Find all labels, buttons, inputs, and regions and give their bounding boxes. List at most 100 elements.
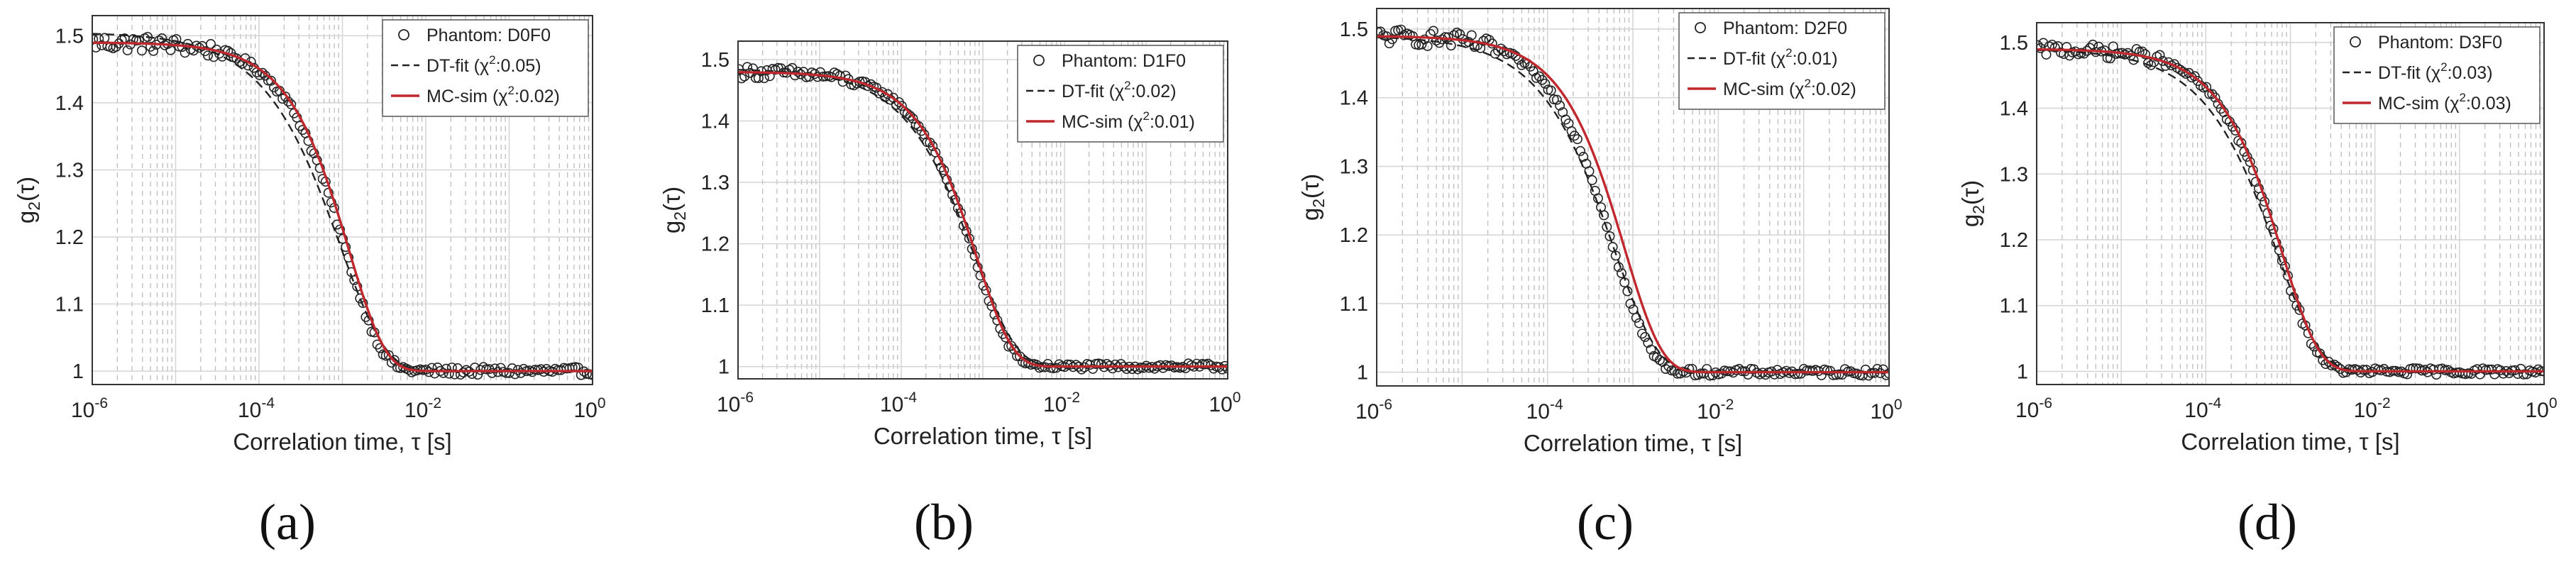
data-point [1834, 369, 1844, 380]
data-point [1546, 85, 1556, 96]
y-tick-label: 1.5 [55, 25, 84, 48]
chart-panel-c: 1 1.1 1.2 1.3 1.4 1.5 10-6 10-4 10-2 100 Correlati… [1297, 8, 1903, 456]
dt-fit-line [92, 33, 593, 372]
data-point [122, 45, 133, 55]
dt-fit-line [1377, 36, 1889, 373]
legend: Phantom: D1F0 DT-fit (χ2:0.02) MC-sim (χ2:… [1017, 45, 1224, 143]
legend: Phantom: D0F0 DT-fit (χ2:0.05) MC-sim (χ2:… [382, 19, 589, 117]
panel-caption-c: (c) [1577, 494, 1634, 551]
x-axis-label: Correlation time, τ [s] [1524, 430, 1742, 456]
data-point [908, 114, 918, 124]
data-point [148, 45, 159, 56]
data-point [1607, 242, 1618, 253]
data-point [1534, 71, 1545, 82]
data-point [1634, 318, 1644, 328]
legend-label: MC-sim (χ2:0.03) [2378, 91, 2511, 114]
mc-sim-line [738, 71, 1228, 368]
x-axis-label: Correlation time, τ [s] [874, 423, 1092, 449]
data-point [223, 45, 233, 56]
data-point [2341, 367, 2352, 377]
data-point [518, 364, 529, 375]
y-tick-label: 1.1 [2000, 295, 2028, 318]
y-tick-label: 1.1 [701, 294, 730, 317]
data-point [343, 253, 354, 263]
data-point [254, 70, 265, 80]
x-tick-label: 100 [1870, 397, 1902, 424]
data-point [1551, 94, 1562, 105]
y-tick-label: 1.1 [1340, 293, 1368, 316]
data-point [335, 224, 346, 235]
legend-label: DT-fit (χ2:0.01) [1723, 46, 1838, 69]
x-tick-label: 10-4 [880, 389, 917, 416]
chart-panel-a: 1 1.1 1.2 1.3 1.4 1.5 10-6 10-4 10-2 100 Correlati… [13, 15, 606, 455]
data-point [896, 101, 907, 111]
legend-label: MC-sim (χ2:0.01) [1062, 109, 1195, 132]
y-tick-label: 1 [1357, 362, 1368, 385]
x-tick-label: 10-2 [404, 395, 441, 422]
y-tick-label: 1.3 [2000, 163, 2028, 186]
minor-grid [116, 16, 590, 385]
data-point [1839, 364, 1850, 375]
data-point [753, 73, 764, 84]
y-tick-label: 1.4 [1340, 87, 1368, 110]
y-tick-label: 1.2 [55, 226, 84, 249]
x-tick-label: 10-2 [2354, 395, 2391, 422]
data-point [1605, 231, 1615, 241]
y-tick-label: 1.5 [701, 49, 730, 72]
data-point [905, 111, 915, 121]
series-lines [738, 69, 1228, 368]
data-point [1781, 365, 1792, 376]
data-point [507, 363, 517, 374]
data-point [1455, 29, 1465, 40]
data-point [280, 92, 291, 102]
chart-panel-d: 1 1.1 1.2 1.3 1.4 1.5 10-6 10-4 10-2 100 Correlati… [1957, 22, 2558, 455]
x-tick-label: 10-6 [717, 389, 754, 416]
data-point [2079, 48, 2089, 59]
legend-marker-icon [1033, 55, 1045, 66]
x-tick-label: 100 [1209, 389, 1240, 416]
data-point [738, 73, 747, 84]
data-point [1795, 368, 1806, 379]
y-axis-label: g2(τ) [13, 177, 43, 223]
data-point [2210, 92, 2220, 103]
data-point [265, 75, 276, 86]
legend-label: Phantom: D2F0 [1723, 18, 1847, 38]
data-point [441, 363, 451, 374]
series-data-markers [1377, 24, 1889, 381]
y-tick-label: 1 [72, 360, 84, 383]
legend: Phantom: D3F0 DT-fit (χ2:0.03) MC-sim (χ2:… [2333, 26, 2541, 124]
data-point [2250, 177, 2261, 187]
legend-box [382, 19, 589, 117]
data-point [363, 315, 374, 326]
series-lines [1377, 35, 1889, 374]
data-point [1587, 175, 1597, 185]
y-tick-label: 1 [718, 356, 730, 379]
legend-box [2333, 26, 2541, 124]
data-point [2207, 89, 2218, 99]
data-point [1599, 210, 1609, 221]
y-tick-label: 1.5 [1340, 18, 1368, 41]
data-point [1087, 363, 1098, 374]
series-lines [2037, 48, 2544, 373]
data-point [1816, 370, 1827, 380]
legend-marker-icon [398, 29, 409, 40]
data-point [286, 99, 297, 110]
data-point [1077, 364, 1087, 375]
data-point [1578, 152, 1589, 162]
data-point [2131, 44, 2142, 55]
data-point [326, 197, 336, 208]
minor-grid [1402, 9, 1886, 386]
legend-label: DT-fit (χ2:0.02) [1062, 79, 1177, 101]
data-point [1555, 100, 1565, 111]
x-tick-label: 10-4 [2184, 395, 2221, 422]
data-point [1837, 370, 1847, 380]
axes-frame [2036, 22, 2545, 385]
mc-sim-line [92, 41, 593, 372]
y-tick-label: 1.3 [701, 172, 730, 194]
data-point [467, 369, 478, 380]
data-point [277, 94, 288, 104]
data-point [1422, 40, 1433, 51]
legend-label: DT-fit (χ2:0.03) [2378, 60, 2493, 83]
data-point [1569, 131, 1580, 141]
